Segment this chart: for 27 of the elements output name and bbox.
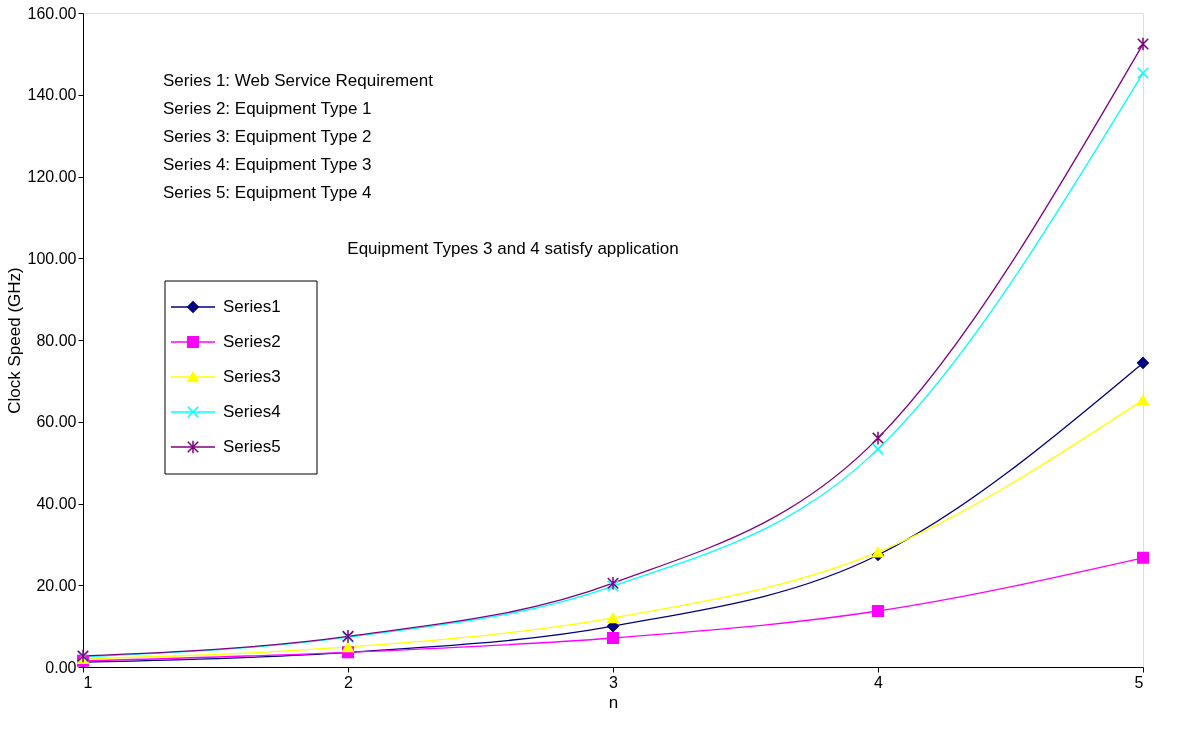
annotation: Equipment Types 3 and 4 satisfy application xyxy=(347,239,679,258)
x-tick-label: 4 xyxy=(874,673,884,691)
x-tick-label: 1 xyxy=(83,673,93,691)
y-tick-label: 60.00 xyxy=(36,413,77,431)
x-tick-label: 2 xyxy=(344,673,354,691)
x-tick-label: 3 xyxy=(609,673,619,691)
annotation: Series 3: Equipment Type 2 xyxy=(163,127,372,146)
y-tick-label: 120.00 xyxy=(27,168,77,185)
legend-label: Series3 xyxy=(223,367,281,386)
y-tick-label: 0.00 xyxy=(45,658,77,676)
x-axis-title: n xyxy=(608,692,619,712)
annotation: Series 4: Equipment Type 3 xyxy=(163,155,372,174)
y-axis-title: Clock Speed (GHz) xyxy=(4,267,24,414)
annotation: Series 2: Equipment Type 1 xyxy=(163,99,372,118)
y-tick-label: 20.00 xyxy=(36,576,77,594)
y-tick-label: 100.00 xyxy=(27,249,77,267)
x-tick-label: 5 xyxy=(1134,673,1144,691)
y-tick-label: 160.00 xyxy=(27,4,77,22)
y-tick-label: 40.00 xyxy=(36,495,77,512)
annotation: Series 1: Web Service Requirement xyxy=(163,71,434,90)
legend-label: Series1 xyxy=(223,297,281,316)
annotation: Series 5: Equipment Type 4 xyxy=(163,183,372,202)
y-tick-label: 80.00 xyxy=(36,331,77,349)
y-tick-label: 140.00 xyxy=(27,86,77,104)
legend-label: Series5 xyxy=(223,437,281,456)
legend-label: Series4 xyxy=(223,402,281,421)
legend-label: Series2 xyxy=(223,332,281,351)
